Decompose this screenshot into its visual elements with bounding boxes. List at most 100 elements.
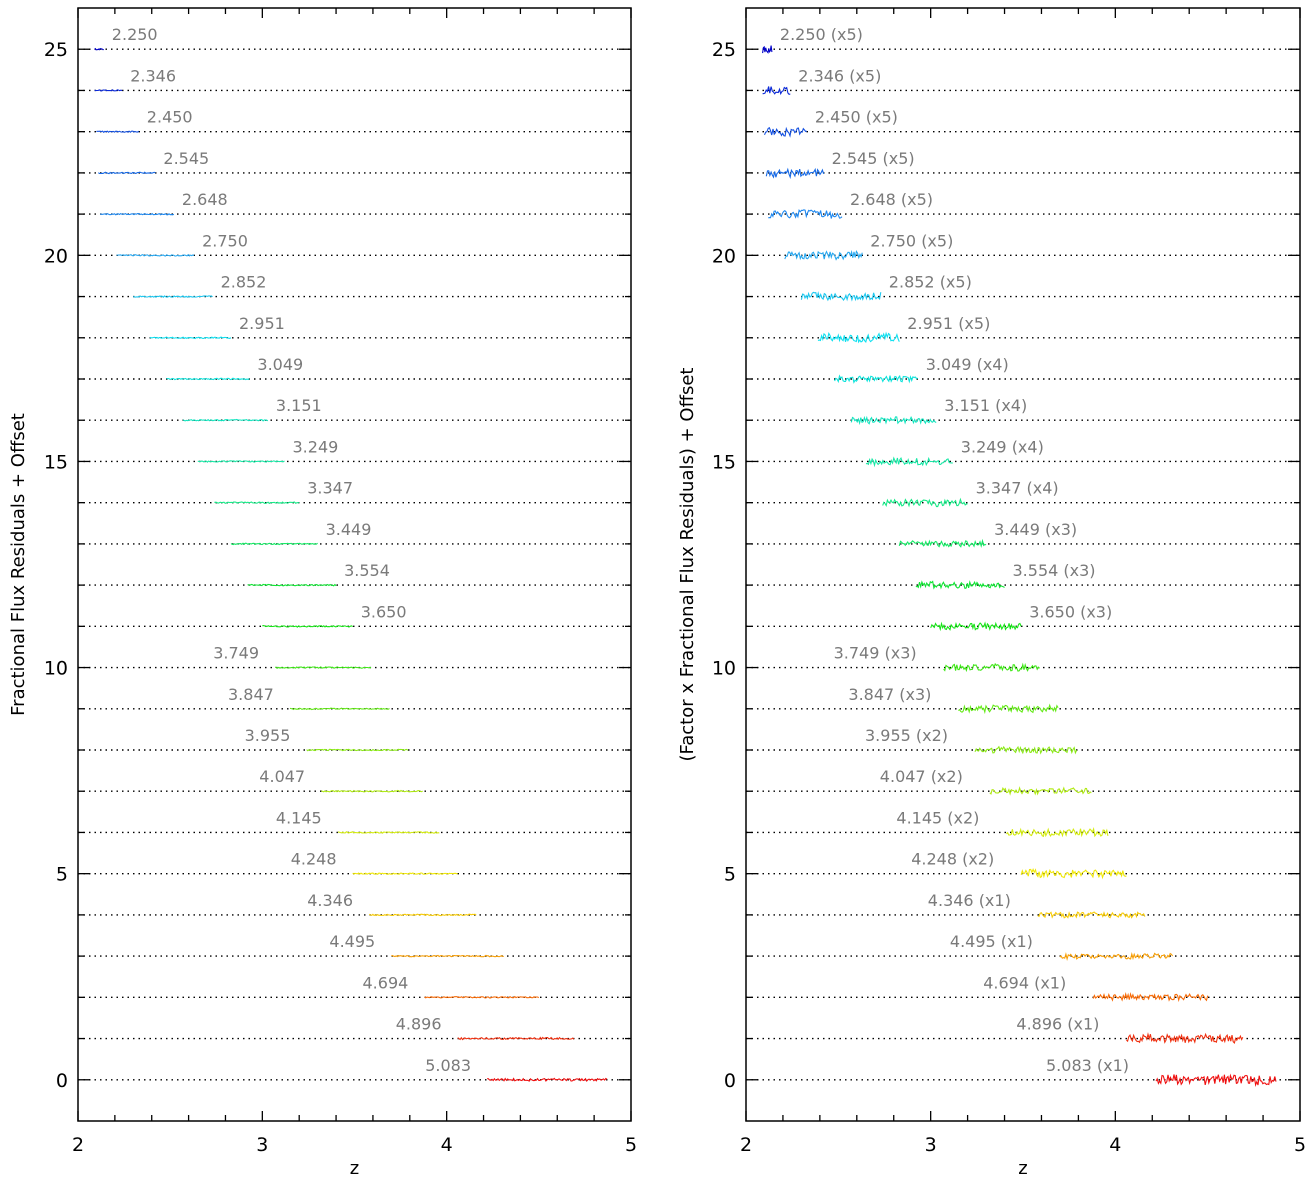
y-tick-label: 20 [712,245,736,267]
x-tick-label: 3 [925,1134,937,1156]
y-tick-label: 5 [56,864,68,886]
series-label: 3.847 [228,685,274,704]
series-line [289,707,390,711]
series-label: 3.449 (x3) [994,520,1077,539]
series-line [762,45,773,54]
series-line [97,171,156,175]
series-line [763,126,808,138]
x-axis-title: z [1018,1158,1027,1179]
series-label: 3.847 (x3) [848,685,931,704]
series-line [247,583,337,587]
series-label: 2.450 (x5) [815,108,898,127]
axes-frame [77,7,632,1122]
series-line [817,331,900,344]
series-line [784,249,863,261]
series-line [197,460,285,463]
y-tick-label: 5 [724,864,736,886]
x-tick-label: 2 [72,1134,84,1156]
series-line [391,954,504,958]
series-label: 2.951 [239,314,285,333]
y-tick-label: 10 [44,658,68,680]
series-line [1126,1032,1244,1044]
series-line [352,872,458,875]
y-tick-label: 10 [712,658,736,680]
series-line [989,786,1092,796]
series-label: 4.145 [276,808,322,827]
series-line [230,542,318,546]
series-line [834,374,918,384]
series-label: 4.495 [329,932,375,951]
series-label: 4.047 (x2) [880,767,963,786]
series-line [882,497,968,508]
series-line [321,789,423,793]
series-line [762,86,791,96]
x-tick-label: 4 [441,1134,453,1156]
series-line [865,456,953,468]
series-label: 4.694 [363,973,409,992]
series-label: 5.083 (x1) [1046,1056,1129,1075]
series-label: 4.248 (x2) [911,850,994,869]
series-label: 3.347 [307,479,353,498]
series-line [166,377,250,381]
series-label: 3.347 (x4) [976,479,1059,498]
y-tick-label: 20 [44,245,68,267]
series-label: 3.650 (x3) [1029,602,1112,621]
series-label: 2.250 [112,25,158,44]
series-line [182,418,269,422]
series-label: 4.047 [259,767,305,786]
series-line [768,209,843,219]
series-label: 3.749 (x3) [834,644,917,663]
y-tick-label: 25 [712,39,736,61]
series-line [94,89,123,92]
series-label: 3.650 [361,602,407,621]
series-label: 2.648 [182,190,228,209]
y-tick-label: 15 [712,451,736,473]
series-label: 4.896 (x1) [1016,1015,1099,1034]
y-tick-label: 25 [44,39,68,61]
series-label: 2.346 (x5) [798,66,881,85]
series-line [99,212,175,216]
series-line [1059,951,1174,961]
series-label: 2.648 (x5) [850,190,933,209]
series-label: 3.449 [326,520,372,539]
y-tick-label: 0 [56,1070,68,1092]
series-label: 2.750 (x5) [870,231,953,250]
series-line [457,1036,575,1041]
series-label: 5.083 [425,1056,471,1075]
series-line [930,621,1022,632]
series-label: 4.346 (x1) [928,891,1011,910]
series-label: 3.049 (x4) [926,355,1009,374]
series-line [306,748,409,752]
series-label: 4.145 (x2) [896,808,979,827]
series-label: 3.554 (x3) [1013,561,1096,580]
series-label: 3.554 [344,561,390,580]
series-label: 3.955 [245,726,291,745]
series-label: 2.250 (x5) [780,25,863,44]
series-line [1037,911,1146,919]
series-line [1020,867,1127,880]
series-label: 3.249 (x4) [961,437,1044,456]
series-label: 2.750 [202,231,248,250]
series-label: 4.694 (x1) [983,973,1066,992]
series-label: 4.495 (x1) [950,932,1033,951]
series-line [149,336,232,340]
series-label: 3.049 [257,355,303,374]
series-line [1155,1073,1277,1088]
series-line [958,703,1059,715]
series-label: 4.248 [291,850,337,869]
x-tick-label: 5 [625,1134,637,1156]
x-axis-title: z [350,1158,359,1179]
series-line [368,913,477,917]
series-line [262,625,353,628]
series-line [337,831,440,834]
series-line [132,295,213,298]
series-label: 2.346 [130,66,176,85]
series-label: 3.249 [293,437,339,456]
series-line [424,995,540,999]
series-label: 2.852 (x5) [889,273,972,292]
y-tick-label: 15 [44,451,68,473]
x-tick-label: 4 [1109,1134,1121,1156]
series-label: 2.545 [163,149,209,168]
series-line [274,666,372,669]
